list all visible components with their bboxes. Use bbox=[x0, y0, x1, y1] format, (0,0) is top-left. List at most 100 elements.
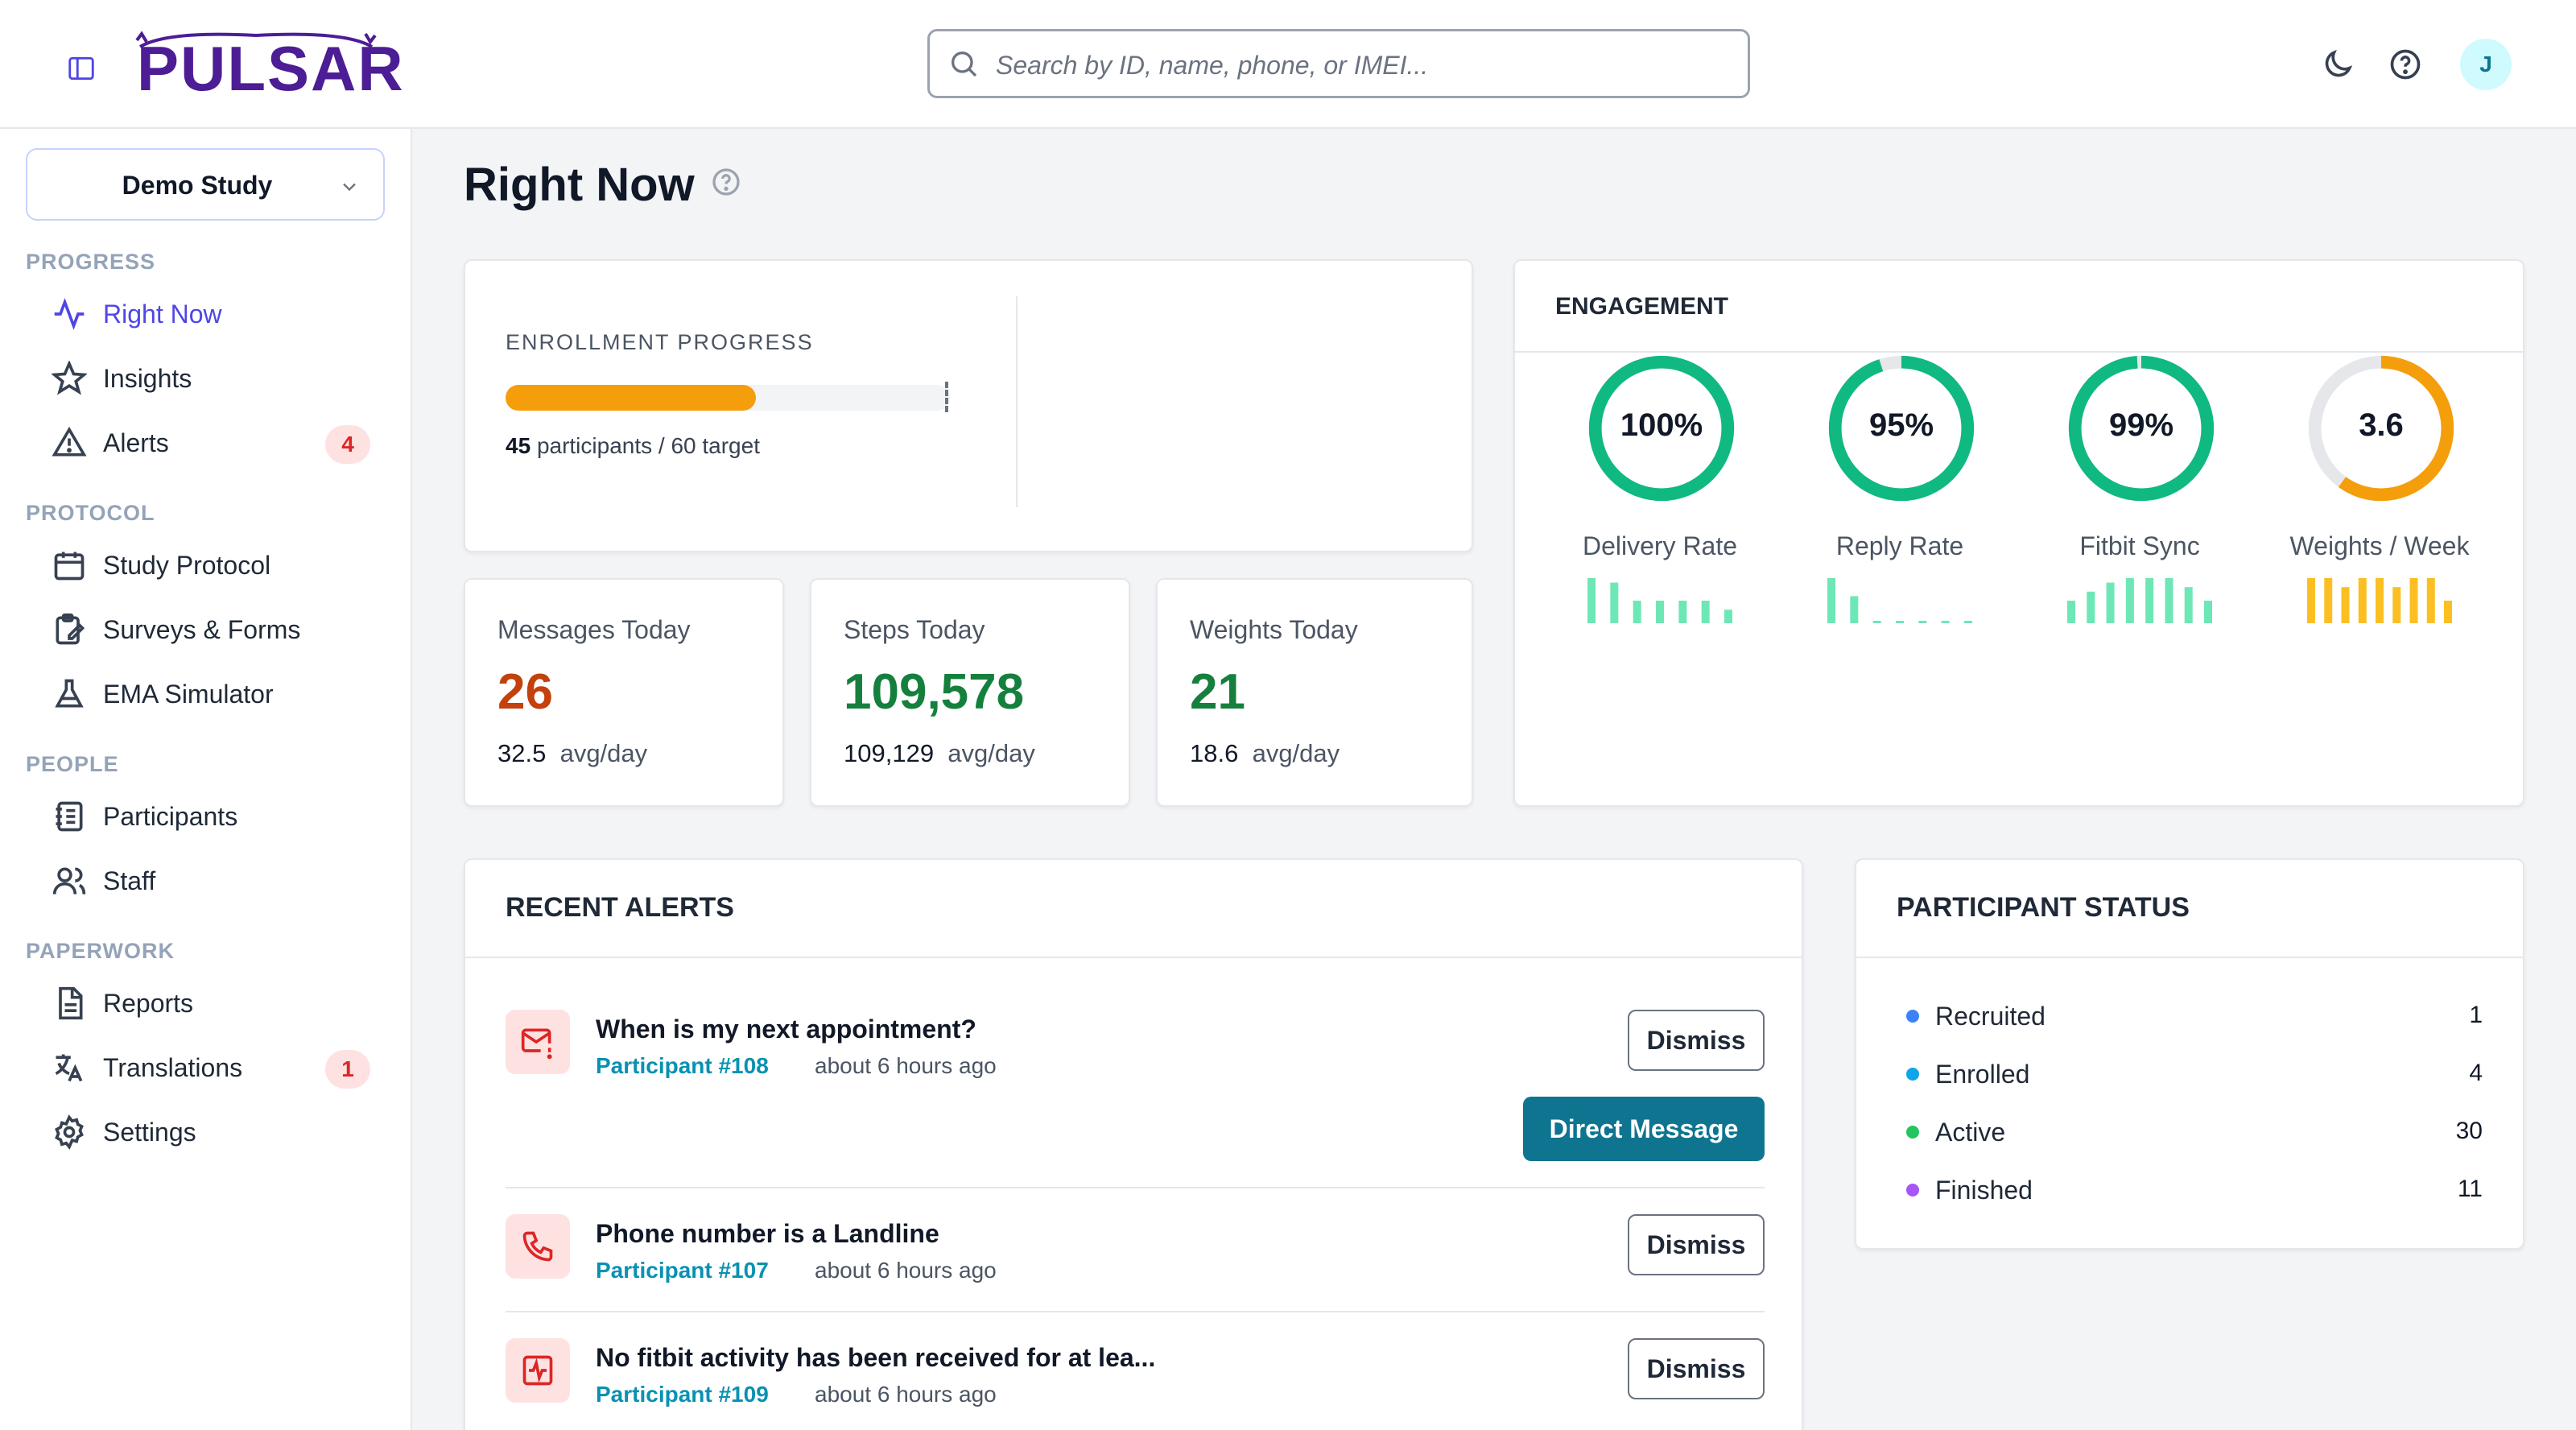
alert-item[interactable]: Phone number is a Landline Participant #… bbox=[506, 1214, 1765, 1295]
gauge-arc bbox=[2068, 355, 2215, 502]
section-people: PEOPLE bbox=[26, 752, 119, 776]
stat-average: 109,129 avg/day bbox=[844, 739, 1035, 768]
users-icon bbox=[52, 867, 86, 895]
direct-message-button[interactable]: Direct Message bbox=[1523, 1097, 1765, 1161]
sparkline bbox=[2067, 578, 2212, 623]
stat-card-weights: Weights Today 21 18.6 avg/day bbox=[1156, 578, 1473, 807]
sidebar-item-surveys-forms[interactable]: Surveys & Forms bbox=[48, 602, 370, 654]
sidebar-item-label: Settings bbox=[103, 1118, 196, 1147]
section-progress: PROGRESS bbox=[26, 250, 156, 274]
sparkline bbox=[1587, 578, 1732, 623]
avatar[interactable]: J bbox=[2460, 39, 2512, 90]
sidebar-item-reports[interactable]: Reports bbox=[48, 976, 370, 1027]
moon-icon[interactable] bbox=[2320, 47, 2355, 82]
sidebar-item-label: Alerts bbox=[103, 428, 169, 457]
gauge-value: 99% bbox=[2108, 407, 2174, 443]
heart-pulse-icon bbox=[522, 1355, 553, 1386]
sidebar-item-study-protocol[interactable]: Study Protocol bbox=[48, 538, 370, 589]
dismiss-button[interactable]: Dismiss bbox=[1628, 1010, 1765, 1071]
gauge-ring bbox=[1828, 355, 1975, 502]
sparkline-bar bbox=[1656, 601, 1664, 623]
alert-participant-link[interactable]: Participant #109 bbox=[596, 1382, 769, 1407]
gear-icon bbox=[55, 1114, 84, 1150]
alerts-count-badge: 4 bbox=[325, 425, 370, 464]
sparkline-bar bbox=[1678, 601, 1687, 623]
sparkline-bar bbox=[2426, 578, 2435, 623]
engagement-card: ENGAGEMENT 100% Delivery Rate 95% Reply Rat… bbox=[1513, 259, 2524, 807]
stat-average: 32.5 avg/day bbox=[497, 739, 647, 768]
participant-status-header: PARTICIPANT STATUS bbox=[1856, 860, 2523, 958]
alert-time: about 6 hours ago bbox=[815, 1258, 997, 1283]
help-circle-icon[interactable] bbox=[710, 166, 742, 198]
sidebar-item-ema-simulator[interactable]: EMA Simulator bbox=[48, 667, 370, 718]
sidebar-item-settings[interactable]: Settings bbox=[48, 1105, 370, 1156]
status-label: Active bbox=[1935, 1118, 2006, 1147]
dismiss-button[interactable]: Dismiss bbox=[1628, 1338, 1765, 1399]
study-select[interactable]: Demo Study bbox=[26, 148, 385, 221]
sidebar-item-insights[interactable]: Insights bbox=[48, 351, 370, 403]
stat-average-value: 18.6 bbox=[1190, 739, 1239, 767]
status-count: 1 bbox=[2469, 1002, 2483, 1028]
stat-average-value: 109,129 bbox=[844, 739, 935, 767]
sidebar-item-staff[interactable]: Staff bbox=[48, 853, 370, 905]
sparkline-bar bbox=[2444, 601, 2452, 623]
enrollment-progress-card: ENROLLMENT PROGRESS 45 participants / 60… bbox=[464, 259, 1473, 552]
enrollment-label: ENROLLMENT PROGRESS bbox=[506, 330, 814, 354]
stat-label: Steps Today bbox=[844, 615, 985, 644]
search-input[interactable]: Search by ID, name, phone, or IMEI... bbox=[927, 29, 1750, 98]
sidebar-item-label: Staff bbox=[103, 866, 156, 895]
sparkline-bar bbox=[2409, 578, 2418, 623]
sparkline-bar bbox=[1941, 621, 1950, 623]
gauge-value: 95% bbox=[1868, 407, 1934, 443]
gauge-ring bbox=[2308, 355, 2454, 502]
engagement-header: ENGAGEMENT bbox=[1515, 261, 2523, 353]
alert-item[interactable]: When is my next appointment? Participant… bbox=[506, 1010, 1765, 1171]
logo-wave-icon bbox=[135, 31, 377, 48]
stat-average-unit: avg/day bbox=[947, 739, 1035, 767]
sparkline-bar bbox=[2324, 578, 2333, 623]
mail-alert-icon bbox=[521, 1028, 552, 1060]
status-row-enrolled: Enrolled 4 bbox=[1906, 1058, 2483, 1090]
top-bar: PULSAR Search by ID, name, phone, or IME… bbox=[0, 0, 2576, 129]
sparkline-bar bbox=[1701, 601, 1710, 623]
sidebar-item-label: Right Now bbox=[103, 300, 222, 329]
logo-text: PULSAR bbox=[137, 33, 405, 104]
sidebar-item-right-now[interactable]: Right Now bbox=[48, 287, 370, 338]
divider bbox=[1016, 296, 1018, 507]
section-paperwork: PAPERWORK bbox=[26, 939, 175, 963]
sidebar-item-alerts[interactable]: Alerts 4 bbox=[48, 415, 370, 467]
sparkline-bar bbox=[2341, 587, 2350, 623]
activity-icon bbox=[54, 298, 85, 330]
sidebar-toggle-icon[interactable] bbox=[64, 53, 98, 84]
sidebar-item-label: Insights bbox=[103, 364, 192, 393]
stat-value: 21 bbox=[1190, 664, 1245, 720]
sidebar-item-translations[interactable]: Translations 1 bbox=[48, 1040, 370, 1092]
dismiss-button[interactable]: Dismiss bbox=[1628, 1214, 1765, 1275]
alert-item[interactable]: No fitbit activity has been received for… bbox=[506, 1338, 1765, 1419]
alert-participant-link[interactable]: Participant #108 bbox=[596, 1053, 769, 1078]
status-label: Enrolled bbox=[1935, 1060, 2030, 1089]
search-icon bbox=[952, 52, 977, 77]
enrollment-progress-bar bbox=[506, 382, 950, 412]
divider bbox=[506, 1311, 1765, 1312]
help-circle-icon[interactable] bbox=[2388, 47, 2423, 82]
alert-icon-box bbox=[506, 1010, 570, 1074]
gauge-label: Weights / Week bbox=[2289, 531, 2470, 560]
stat-average-unit: avg/day bbox=[559, 739, 648, 767]
alert-title: When is my next appointment? bbox=[596, 1015, 976, 1044]
recent-alerts-card: RECENT ALERTS When is my next appointmen… bbox=[464, 858, 1803, 1430]
gauge-ring bbox=[1588, 355, 1735, 502]
page-title: Right Now bbox=[464, 159, 695, 211]
alert-triangle-icon bbox=[52, 426, 87, 457]
divider bbox=[506, 1187, 1765, 1188]
recent-alerts-header: RECENT ALERTS bbox=[465, 860, 1802, 958]
status-dot bbox=[1906, 1126, 1919, 1139]
sidebar-item-participants[interactable]: Participants bbox=[48, 789, 370, 841]
sparkline-bar bbox=[2106, 582, 2115, 623]
alert-participant-link[interactable]: Participant #107 bbox=[596, 1258, 769, 1283]
status-row-active: Active 30 bbox=[1906, 1116, 2483, 1148]
stat-value: 109,578 bbox=[844, 664, 1025, 720]
sparkline-bar bbox=[2392, 587, 2401, 623]
gauge-arc bbox=[1828, 355, 1975, 502]
notebook-icon bbox=[56, 801, 83, 832]
